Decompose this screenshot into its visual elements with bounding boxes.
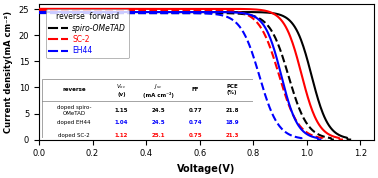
Legend: spiro-OMeTAD, SC-2, EH44: spiro-OMeTAD, SC-2, EH44 xyxy=(46,9,129,58)
X-axis label: Voltage(V): Voltage(V) xyxy=(177,164,235,174)
Y-axis label: Current density(mA cm⁻²): Current density(mA cm⁻²) xyxy=(4,11,13,133)
